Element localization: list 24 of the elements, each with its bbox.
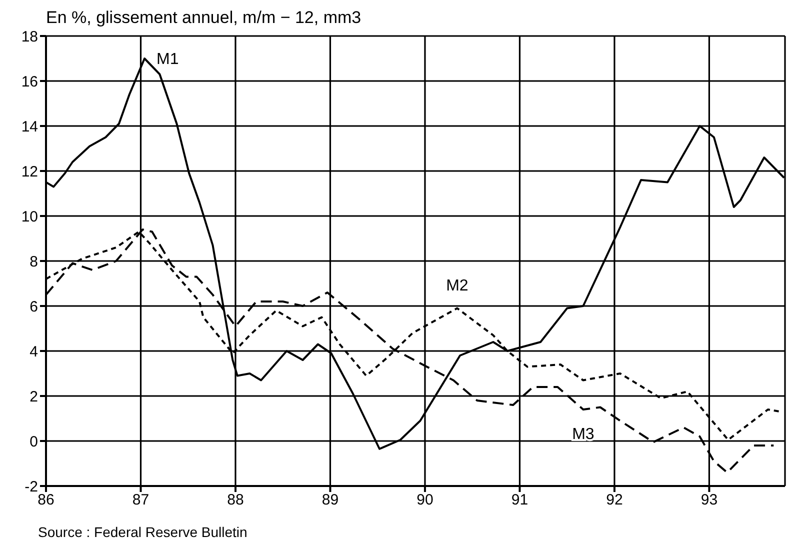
x-tick-label: 91 bbox=[511, 492, 528, 509]
x-tick-label: 90 bbox=[416, 492, 434, 509]
y-tick-label: -2 bbox=[24, 478, 38, 496]
y-tick-label: 18 bbox=[21, 28, 38, 46]
x-tick-label: 87 bbox=[132, 492, 150, 509]
y-tick-label: 16 bbox=[21, 73, 38, 90]
y-tick-label: 8 bbox=[30, 253, 38, 270]
x-tick-label: 88 bbox=[227, 492, 244, 509]
chart-title: En %, glissement annuel, m/m − 12, mm3 bbox=[46, 8, 362, 28]
y-tick-label: 4 bbox=[30, 343, 38, 360]
annotation: M3 bbox=[572, 426, 594, 443]
y-tick-label: 14 bbox=[21, 118, 38, 136]
x-tick-label: 86 bbox=[38, 492, 54, 509]
x-tick-label: 92 bbox=[606, 492, 623, 509]
annotation: M2 bbox=[446, 277, 468, 294]
y-tick-label: 0 bbox=[30, 433, 38, 450]
x-tick-label: 93 bbox=[700, 492, 718, 509]
y-tick-label: 12 bbox=[21, 163, 38, 180]
y-tick-label: 2 bbox=[30, 388, 38, 406]
annotation: M1 bbox=[156, 51, 179, 68]
source-note: Source : Federal Reserve Bulletin bbox=[38, 524, 248, 540]
x-tick-label: 89 bbox=[322, 492, 339, 509]
y-tick-label: 10 bbox=[21, 208, 38, 226]
y-tick-label: 6 bbox=[30, 298, 38, 316]
